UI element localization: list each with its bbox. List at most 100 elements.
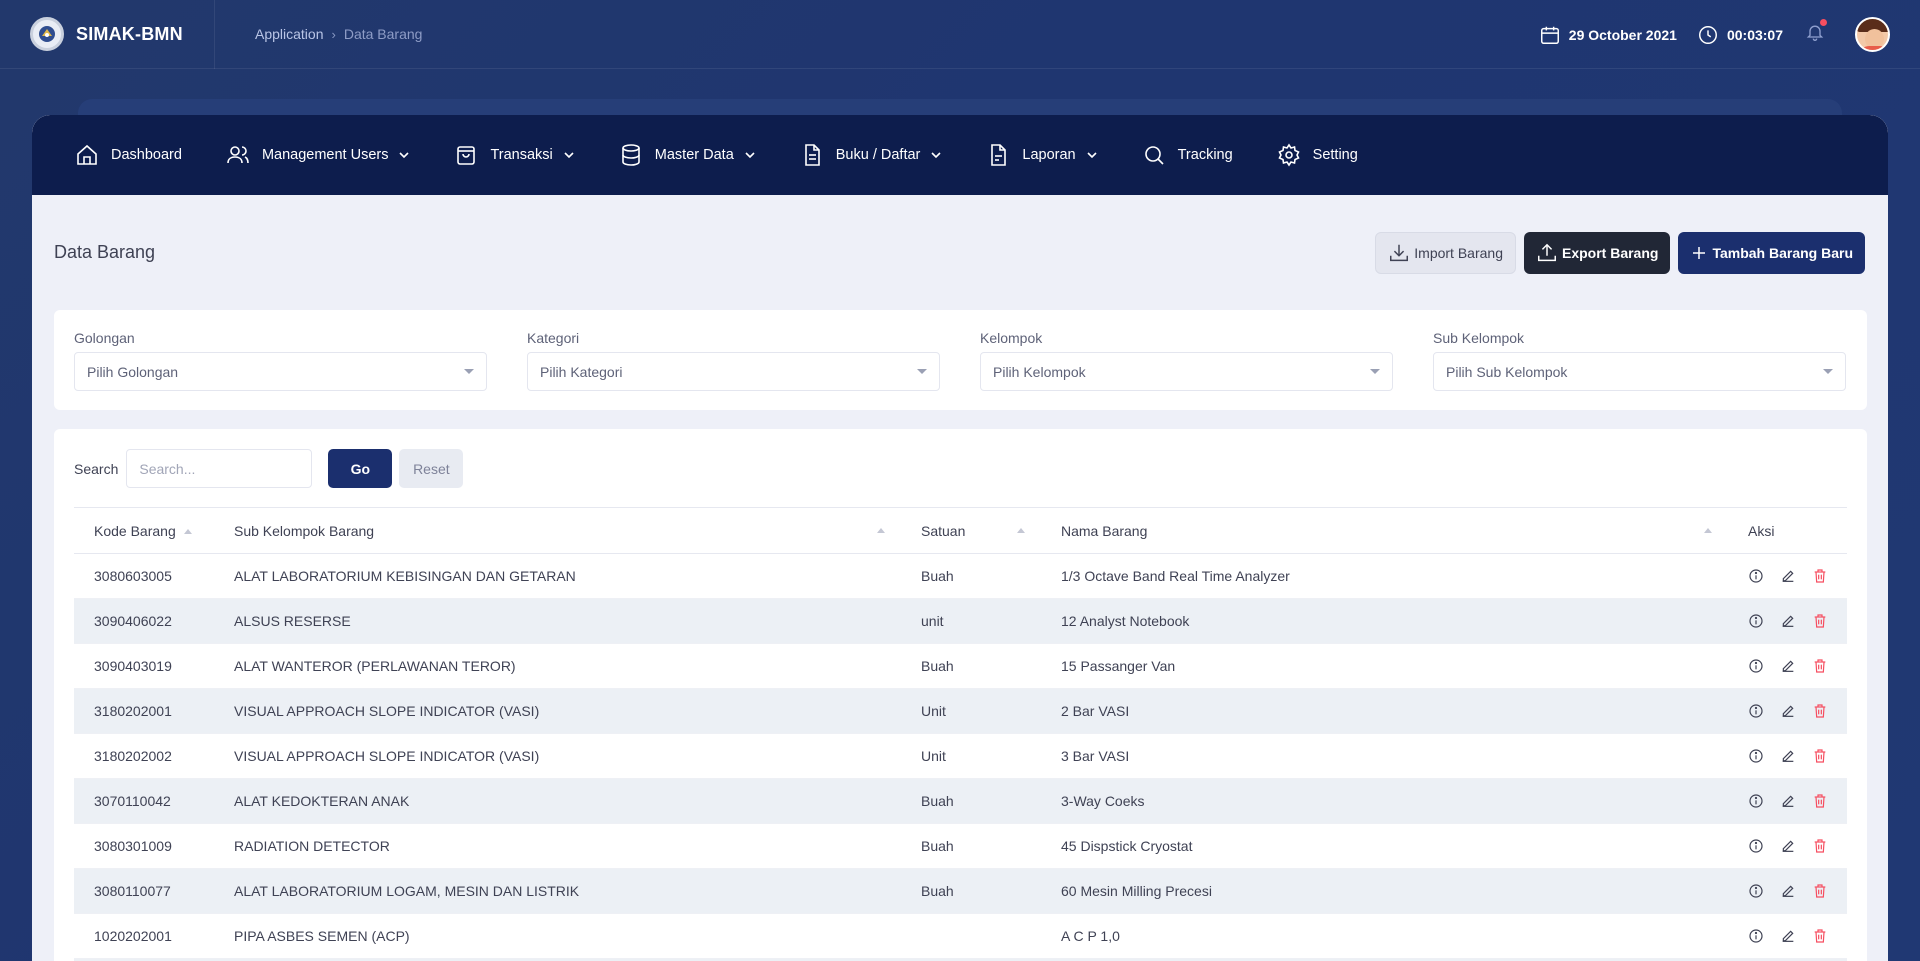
breadcrumb-parent[interactable]: Application — [255, 26, 324, 42]
filter-kelompok: Kelompok Pilih Kelompok — [980, 330, 1393, 410]
row-actions — [1748, 838, 1847, 854]
cell-sub-kelompok: ALAT LABORATORIUM KEBISINGAN DAN GETARAN — [234, 568, 576, 584]
menu-item-transaksi[interactable]: Transaksi — [454, 143, 574, 167]
delete-icon[interactable] — [1812, 658, 1828, 674]
cell-kode-barang: 3180202002 — [94, 748, 172, 764]
delete-icon[interactable] — [1812, 928, 1828, 944]
menu-item-laporan[interactable]: Laporan — [986, 143, 1097, 167]
info-icon[interactable] — [1748, 568, 1764, 584]
info-icon[interactable] — [1748, 703, 1764, 719]
column-header-satuan[interactable]: Satuan — [901, 508, 1041, 554]
edit-icon[interactable] — [1780, 658, 1796, 674]
info-icon[interactable] — [1748, 748, 1764, 764]
column-header-nama[interactable]: Nama Barang — [1041, 508, 1728, 554]
info-icon[interactable] — [1748, 793, 1764, 809]
kategori-select[interactable]: Pilih Kategori — [527, 352, 940, 391]
sort-icon — [1017, 528, 1025, 533]
breadcrumb-separator: › — [331, 26, 336, 42]
menu-label: Master Data — [654, 147, 734, 163]
cell-aksi — [1728, 689, 1847, 734]
filter-kategori: Kategori Pilih Kategori — [527, 330, 940, 410]
filter-label: Kelompok — [980, 330, 1043, 346]
import-button[interactable]: Import Barang — [1375, 231, 1516, 274]
menu-item-setting[interactable]: Setting — [1277, 143, 1358, 167]
go-button[interactable]: Go — [328, 449, 393, 488]
edit-icon[interactable] — [1780, 883, 1796, 899]
calendar-icon — [1540, 26, 1559, 44]
filter-label: Sub Kelompok — [1433, 330, 1525, 346]
caret-down-icon — [917, 369, 927, 374]
select-value: Pilih Kategori — [540, 363, 623, 380]
info-icon[interactable] — [1748, 883, 1764, 899]
menu-label: Laporan — [1022, 147, 1076, 163]
table-row: 3090406022 ALSUS RESERSE unit 12 Analyst No… — [74, 598, 1847, 644]
cell-kode-barang: 3090403019 — [94, 658, 172, 674]
delete-icon[interactable] — [1812, 838, 1828, 854]
row-actions — [1748, 658, 1847, 674]
table-row: 1020202001 PIPA ASBES SEMEN (ACP) A C P 1,… — [74, 914, 1847, 959]
column-header-kode[interactable]: Kode Barang — [74, 508, 214, 554]
time-text: 00:03:07 — [1726, 26, 1783, 43]
bag-icon — [457, 146, 476, 165]
edit-icon[interactable] — [1780, 613, 1796, 629]
table-body: 3080603005 ALAT LABORATORIUM KEBISINGAN D… — [74, 554, 1847, 961]
cell-sub-kelompok: ALAT LABORATORIUM LOGAM, MESIN DAN LISTR… — [234, 883, 580, 899]
main-panel: Dashboard Management Users Transaksi Mas… — [32, 115, 1888, 961]
filter-sub-kelompok: Sub Kelompok Pilih Sub Kelompok — [1433, 330, 1846, 410]
chevron-down-icon — [399, 152, 410, 159]
delete-icon[interactable] — [1812, 568, 1828, 584]
column-header-sub-kelompok[interactable]: Sub Kelompok Barang — [214, 508, 901, 554]
info-icon[interactable] — [1748, 658, 1764, 674]
search-input[interactable] — [126, 449, 313, 488]
menu-item-dashboard[interactable]: Dashboard — [75, 143, 182, 167]
column-label: Sub Kelompok Barang — [234, 522, 375, 539]
home-icon — [77, 144, 97, 165]
add-label: Tambah Barang Baru — [1712, 244, 1853, 261]
plus-icon — [1693, 246, 1706, 259]
info-icon[interactable] — [1748, 928, 1764, 944]
table-row: 3080110077 ALAT LABORATORIUM LOGAM, MESIN… — [74, 868, 1847, 914]
cell-aksi — [1728, 734, 1847, 779]
brand[interactable]: SIMAK-BMN — [0, 0, 215, 69]
golongan-select[interactable]: Pilih Golongan — [74, 352, 487, 391]
delete-icon[interactable] — [1812, 883, 1828, 899]
add-item-button[interactable]: Tambah Barang Baru — [1678, 231, 1865, 274]
notification-dot — [1820, 19, 1827, 26]
info-icon[interactable] — [1748, 838, 1764, 854]
sub-kelompok-select[interactable]: Pilih Sub Kelompok — [1433, 352, 1846, 391]
edit-icon[interactable] — [1780, 568, 1796, 584]
menu-item-buku-daftar[interactable]: Buku / Daftar — [800, 143, 943, 167]
edit-icon[interactable] — [1780, 703, 1796, 719]
download-icon — [1390, 244, 1409, 261]
column-label: Kode Barang — [94, 522, 176, 539]
menu-item-management-users[interactable]: Management Users — [226, 143, 411, 167]
row-actions — [1748, 793, 1847, 809]
reset-button[interactable]: Reset — [399, 449, 464, 488]
delete-icon[interactable] — [1812, 613, 1828, 629]
table-header-row: Kode Barang Sub Kelompok Barang Satuan N… — [74, 507, 1847, 554]
delete-icon[interactable] — [1812, 703, 1828, 719]
delete-icon[interactable] — [1812, 793, 1828, 809]
menu-label: Transaksi — [490, 147, 553, 163]
delete-icon[interactable] — [1812, 748, 1828, 764]
user-avatar[interactable] — [1855, 17, 1890, 52]
kelompok-select[interactable]: Pilih Kelompok — [980, 352, 1393, 391]
cell-kode-barang: 3180202001 — [94, 703, 172, 719]
row-actions — [1748, 748, 1847, 764]
menu-item-master-data[interactable]: Master Data — [619, 143, 756, 167]
cell-satuan — [901, 914, 1041, 959]
edit-icon[interactable] — [1780, 838, 1796, 854]
edit-icon[interactable] — [1780, 793, 1796, 809]
menu-item-tracking[interactable]: Tracking — [1142, 143, 1233, 167]
caret-down-icon — [1823, 369, 1833, 374]
info-icon[interactable] — [1748, 613, 1764, 629]
notification-button[interactable] — [1805, 19, 1827, 47]
edit-icon[interactable] — [1780, 928, 1796, 944]
export-button[interactable]: Export Barang — [1523, 231, 1671, 274]
caret-down-icon — [1370, 369, 1380, 374]
edit-icon[interactable] — [1780, 748, 1796, 764]
menu-label: Dashboard — [111, 147, 182, 163]
cell-sub-kelompok: ALAT KEDOKTERAN ANAK — [234, 793, 410, 809]
caret-down-icon — [464, 369, 474, 374]
row-actions — [1748, 703, 1847, 719]
